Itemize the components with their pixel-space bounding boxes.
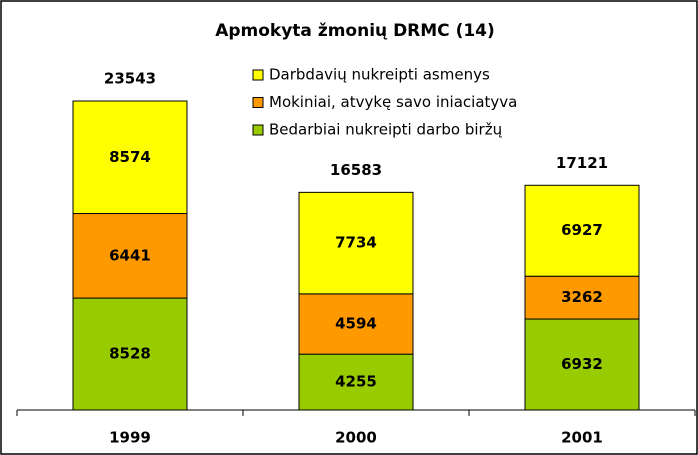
bar-segment <box>298 191 414 295</box>
bar-segment <box>524 318 640 411</box>
chart-title: Apmokyta žmonių DRMC (14) <box>215 21 495 41</box>
x-tick-label: 2000 <box>335 429 377 447</box>
total-label: 16583 <box>330 161 382 179</box>
total-label: 23543 <box>104 70 156 88</box>
data-label: 6932 <box>561 355 603 373</box>
legend-label: Mokiniai, atvykę savo iniaciatyva <box>269 93 517 111</box>
bar-segment <box>72 297 188 411</box>
data-label: 4255 <box>335 373 377 391</box>
data-label: 7734 <box>335 234 377 252</box>
bar-segment <box>298 353 414 411</box>
x-tick-label: 2001 <box>561 429 603 447</box>
total-label: 17121 <box>556 154 608 172</box>
legend-swatch <box>252 124 264 136</box>
bar-segment <box>72 100 188 215</box>
x-tick-label: 1999 <box>109 429 151 447</box>
legend-swatch <box>252 69 264 81</box>
legend-label: Bedarbiai nukreipti darbo biržų <box>269 121 503 139</box>
data-label: 6441 <box>109 246 151 264</box>
data-label: 8528 <box>109 345 151 363</box>
data-label: 4594 <box>335 315 377 333</box>
data-label: 3262 <box>561 288 603 306</box>
bar-segment <box>524 275 640 320</box>
data-label: 8574 <box>109 148 151 166</box>
legend-swatch <box>252 97 264 108</box>
bar-segment <box>298 293 414 355</box>
data-label: 6927 <box>561 221 603 239</box>
bar-segment <box>524 184 640 277</box>
legend-label: Darbdavių nukreipti asmenys <box>269 66 490 84</box>
